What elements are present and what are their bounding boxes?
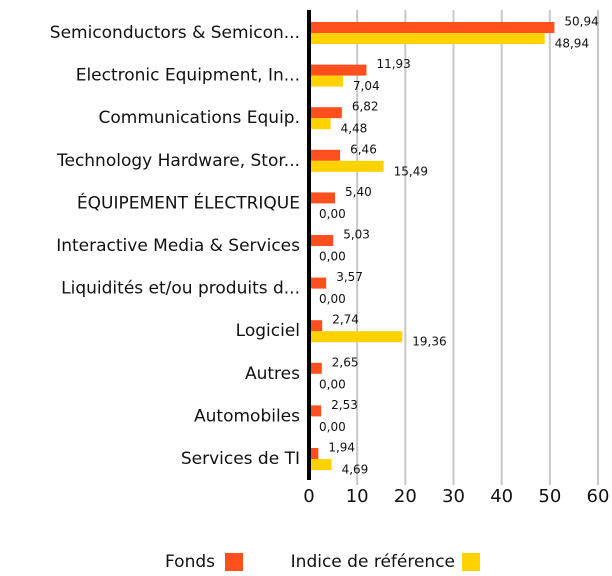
category-label: Interactive Media & Services — [56, 236, 300, 256]
x-tick-label: 40 — [490, 486, 513, 507]
value-label: 1,94 — [328, 441, 355, 455]
x-tick-label: 20 — [394, 486, 417, 507]
category-label: Communications Equip. — [99, 108, 300, 128]
value-label: 0,00 — [319, 207, 346, 221]
category-label: Technology Hardware, Stor... — [56, 151, 300, 171]
bar — [309, 235, 334, 246]
bar — [309, 331, 403, 343]
legend-swatch — [462, 553, 480, 571]
value-label: 5,03 — [343, 228, 370, 242]
bar — [309, 64, 367, 76]
value-label: 4,69 — [342, 463, 369, 477]
value-label: 4,48 — [341, 122, 368, 136]
bar — [309, 277, 327, 289]
legend-label: Fonds — [165, 552, 215, 572]
value-label: 0,00 — [319, 250, 346, 264]
x-tick-label: 0 — [303, 486, 314, 507]
legend-swatch — [225, 553, 243, 571]
bar — [309, 405, 322, 417]
bar — [309, 75, 343, 87]
value-label: 0,00 — [319, 420, 346, 434]
x-tick-label: 10 — [346, 486, 369, 507]
bar — [309, 160, 384, 172]
value-label: 6,46 — [350, 142, 377, 156]
category-label: ÉQUIPEMENT ÉLECTRIQUE — [77, 191, 300, 213]
value-label: 15,49 — [394, 164, 428, 178]
bar — [309, 320, 323, 332]
category-label: Semiconductors & Semicon... — [50, 23, 300, 43]
category-label: Autres — [245, 364, 300, 384]
category-label: Logiciel — [236, 321, 300, 341]
value-label: 3,57 — [336, 270, 363, 284]
bar — [309, 107, 342, 119]
x-tick-label: 60 — [587, 486, 610, 507]
value-label: 2,53 — [331, 398, 358, 412]
value-label: 2,74 — [332, 313, 359, 327]
x-tick-label: 50 — [538, 486, 561, 507]
value-label: 0,00 — [319, 377, 346, 391]
value-label: 7,04 — [353, 79, 380, 93]
value-label: 48,94 — [555, 37, 589, 51]
category-label: Liquidités et/ou produits d... — [61, 279, 300, 299]
category-label: Electronic Equipment, In... — [76, 66, 300, 86]
value-label: 19,36 — [412, 335, 446, 349]
value-label: 2,65 — [332, 355, 359, 369]
value-label: 5,40 — [345, 185, 372, 199]
bar — [309, 362, 322, 374]
bar — [309, 33, 545, 44]
bar — [309, 192, 336, 204]
value-label: 6,82 — [352, 100, 379, 114]
category-label: Services de TI — [181, 449, 300, 469]
bar — [309, 459, 332, 470]
x-tick-label: 30 — [442, 486, 465, 507]
value-label: 0,00 — [319, 292, 346, 306]
bar — [309, 118, 331, 130]
bar — [309, 448, 319, 459]
value-label: 11,93 — [376, 57, 410, 71]
bar — [309, 149, 341, 161]
legend-label: Indice de référence — [291, 552, 455, 572]
value-label: 50,94 — [564, 15, 598, 29]
category-label: Automobiles — [194, 406, 300, 426]
bar — [309, 22, 555, 33]
